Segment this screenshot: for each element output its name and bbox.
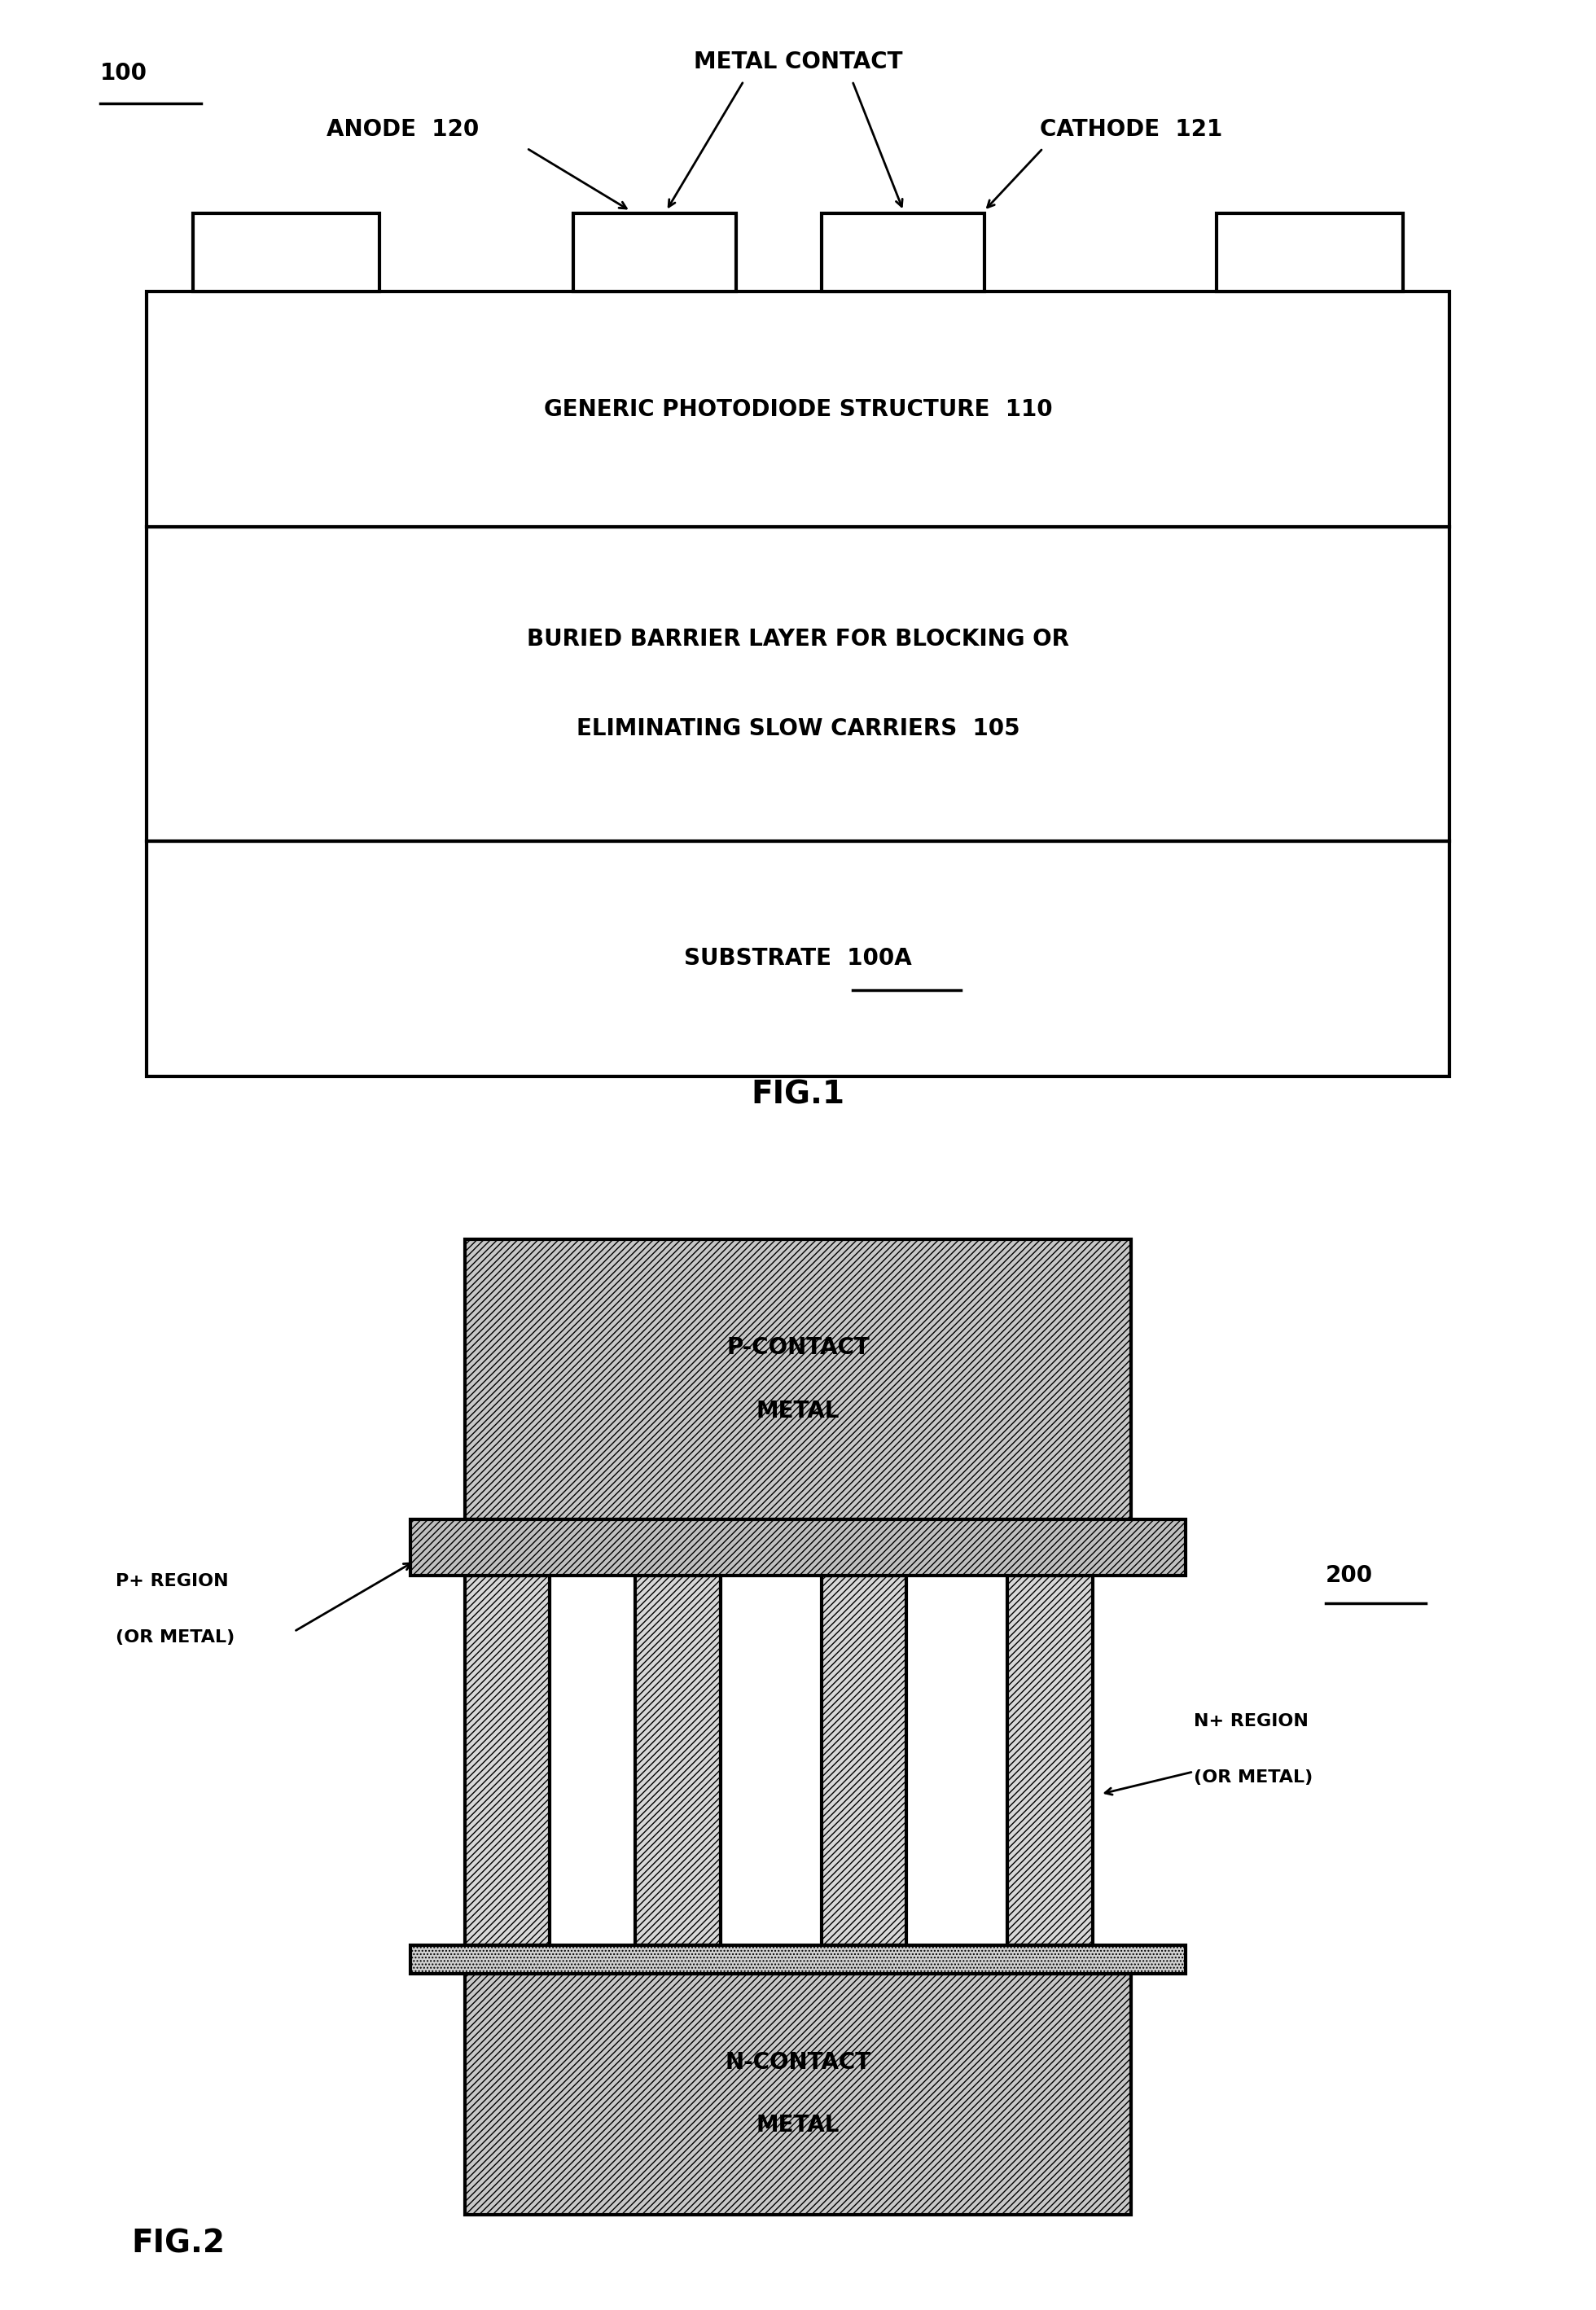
- Text: FIG.2: FIG.2: [131, 2229, 225, 2259]
- Text: N+ REGION: N+ REGION: [1194, 1714, 1309, 1730]
- Bar: [147, 527, 1449, 841]
- Bar: [635, 1575, 720, 1945]
- Text: GENERIC PHOTODIODE STRUCTURE  110: GENERIC PHOTODIODE STRUCTURE 110: [544, 397, 1052, 420]
- Bar: [573, 213, 736, 291]
- Text: N-CONTACT: N-CONTACT: [725, 2051, 871, 2074]
- Bar: [464, 1575, 551, 1945]
- Bar: [822, 213, 985, 291]
- Text: P+ REGION: P+ REGION: [115, 1573, 228, 1589]
- Bar: [147, 841, 1449, 1076]
- Bar: [147, 291, 1449, 527]
- Text: FIG.1: FIG.1: [752, 1079, 844, 1111]
- Bar: [410, 1520, 1186, 1575]
- Text: SUBSTRATE  100A: SUBSTRATE 100A: [685, 947, 911, 970]
- Bar: [464, 1238, 1132, 1520]
- Bar: [822, 1575, 907, 1945]
- Text: 100: 100: [101, 62, 147, 85]
- Text: P-CONTACT: P-CONTACT: [726, 1337, 870, 1358]
- Bar: [1007, 1575, 1093, 1945]
- Text: CATHODE  121: CATHODE 121: [1041, 118, 1223, 141]
- Text: METAL: METAL: [757, 1400, 839, 1423]
- Text: METAL: METAL: [757, 2114, 839, 2137]
- Bar: [464, 1973, 1132, 2215]
- Text: BURIED BARRIER LAYER FOR BLOCKING OR: BURIED BARRIER LAYER FOR BLOCKING OR: [527, 628, 1069, 651]
- Bar: [410, 1945, 1186, 1973]
- Text: (OR METAL): (OR METAL): [115, 1629, 235, 1645]
- Text: ELIMINATING SLOW CARRIERS  105: ELIMINATING SLOW CARRIERS 105: [576, 718, 1020, 739]
- Text: (OR METAL): (OR METAL): [1194, 1769, 1312, 1786]
- Text: 200: 200: [1325, 1564, 1373, 1587]
- Bar: [193, 213, 380, 291]
- Text: METAL CONTACT: METAL CONTACT: [694, 51, 902, 74]
- Text: ANODE  120: ANODE 120: [326, 118, 479, 141]
- Text: SUBSTRATE  100A: SUBSTRATE 100A: [686, 947, 913, 970]
- Bar: [1216, 213, 1403, 291]
